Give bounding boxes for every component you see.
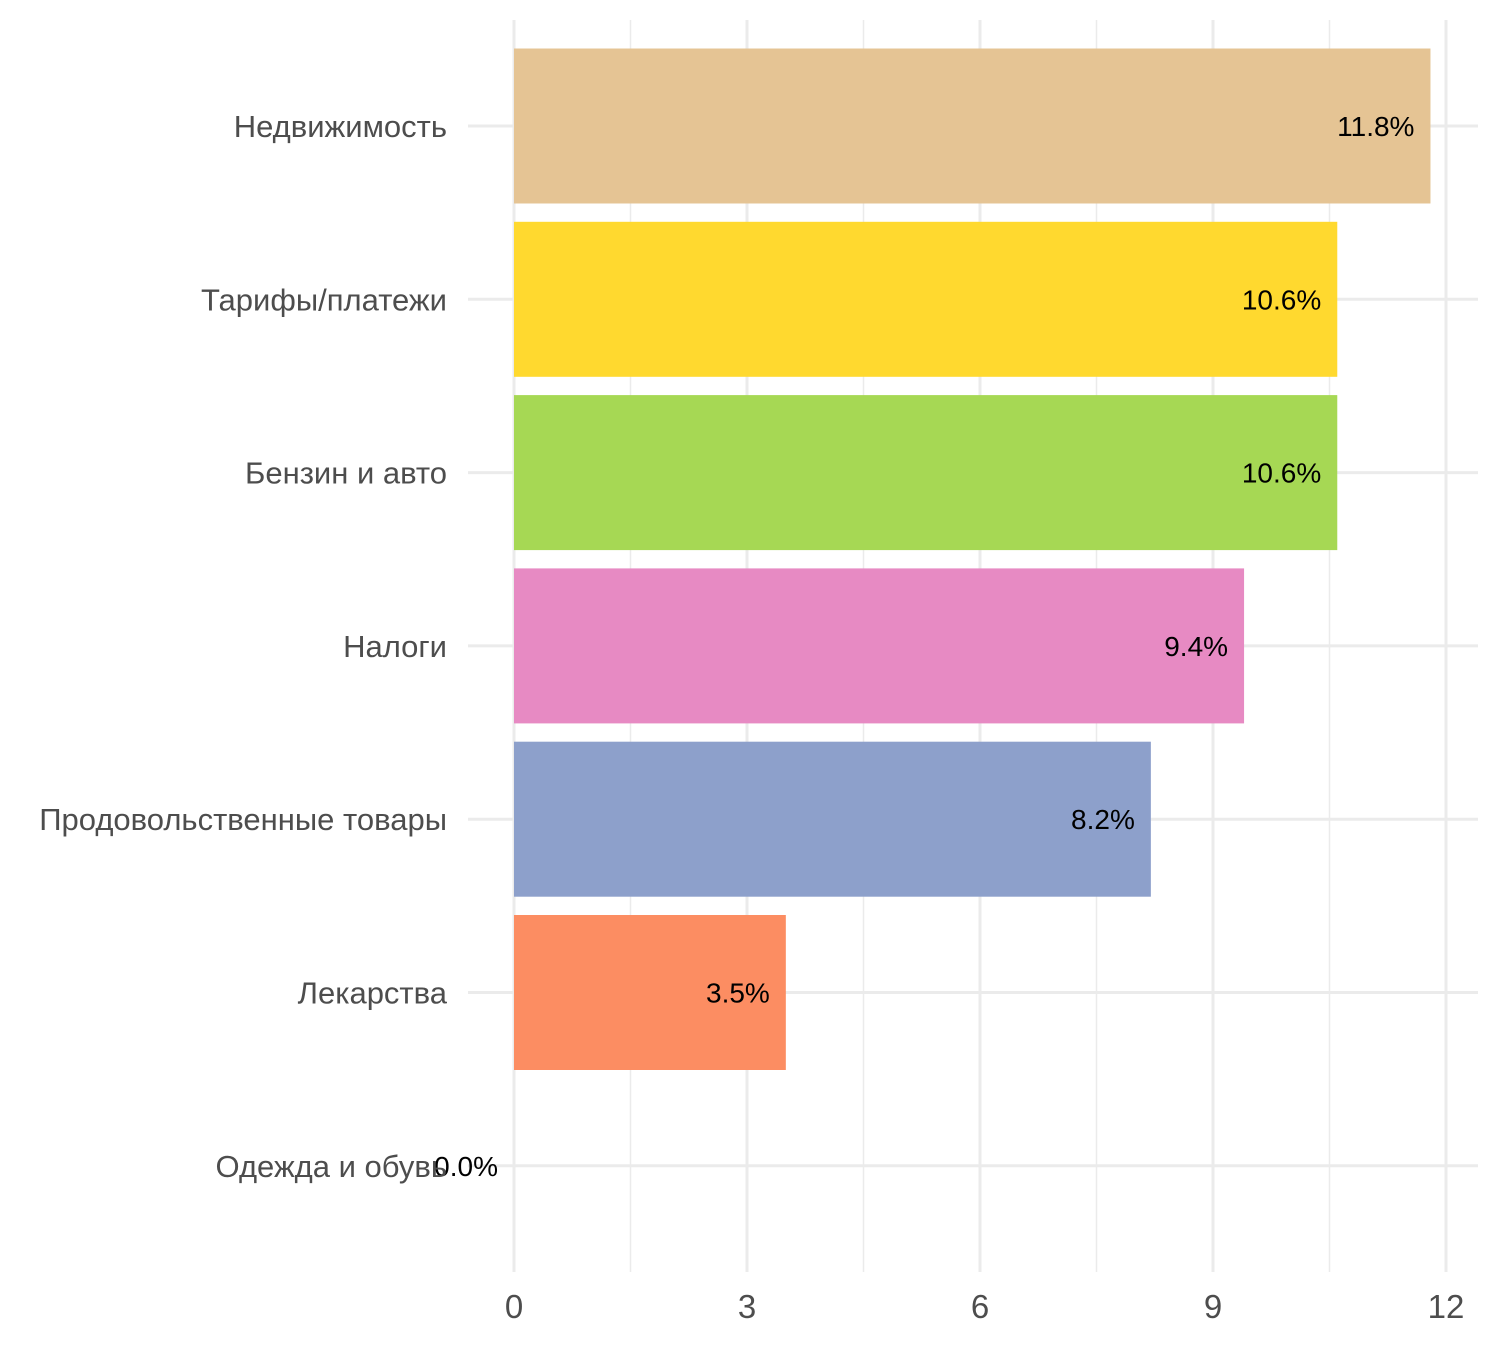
x-tick-labels: 0 3 6 9 12 [505, 1288, 1465, 1325]
bar [514, 395, 1338, 551]
data-label: 9.4% [1164, 631, 1228, 662]
x-tick-label: 12 [1428, 1288, 1465, 1325]
category-label: Налоги [343, 629, 447, 664]
category-label: Тарифы/платежи [201, 282, 447, 317]
bar [514, 741, 1151, 897]
bars [514, 48, 1431, 1070]
data-label: 10.6% [1242, 458, 1321, 489]
category-label: Недвижимость [234, 109, 447, 144]
x-tick-label: 6 [971, 1288, 989, 1325]
data-label: 3.5% [706, 978, 770, 1009]
x-tick-label: 9 [1204, 1288, 1222, 1325]
category-labels: Недвижимость Тарифы/платежи Бензин и авто Н… [39, 109, 448, 1184]
category-label: Продовольственные товары [39, 802, 447, 837]
x-tick-label: 3 [738, 1288, 756, 1325]
bar [514, 48, 1431, 204]
data-label: 11.8% [1337, 111, 1414, 142]
bar [514, 221, 1338, 377]
data-labels: 11.8% 10.6% 10.6% 9.4% 8.2% 3.5% 0.0% [434, 111, 1414, 1182]
category-label: Лекарства [298, 976, 448, 1011]
data-label: 0.0% [434, 1151, 498, 1182]
bar [514, 915, 786, 1070]
category-label: Одежда и обувь [216, 1149, 447, 1184]
data-label: 10.6% [1242, 284, 1321, 315]
data-label: 8.2% [1071, 804, 1135, 835]
category-label: Бензин и авто [245, 456, 447, 491]
bar [514, 568, 1245, 724]
x-tick-label: 0 [505, 1288, 523, 1325]
